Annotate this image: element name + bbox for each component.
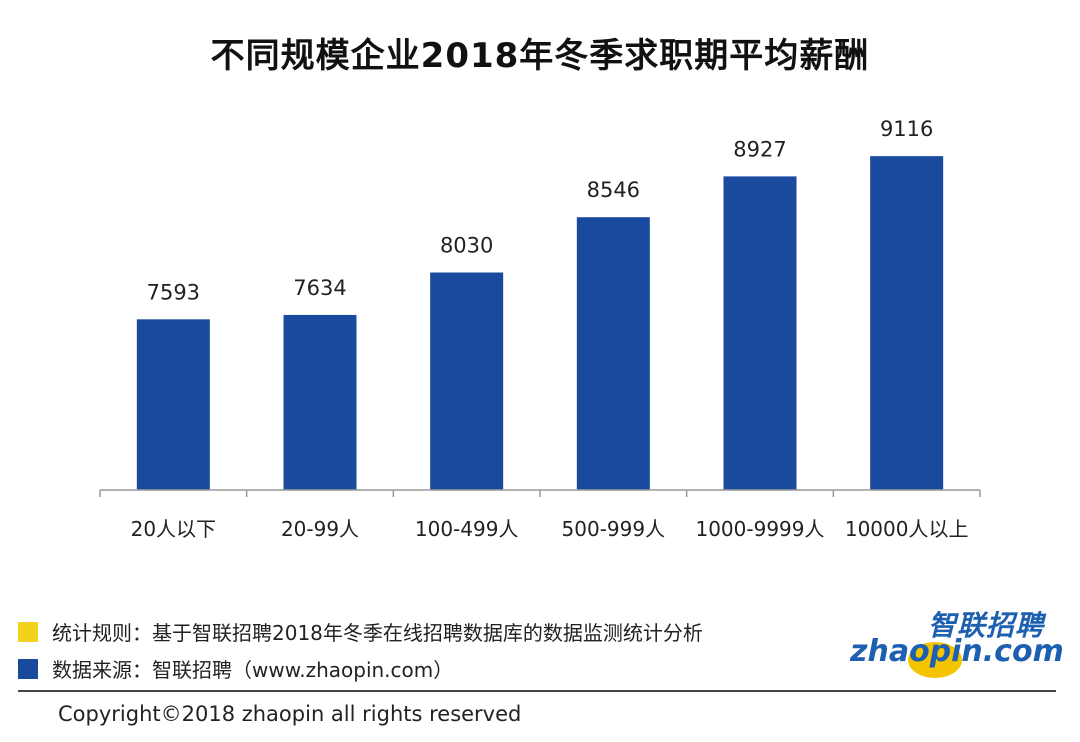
zhaopin-logo: 智联招聘 zhaopin.com [850,604,1064,680]
x-tick-label: 20-99人 [281,517,359,541]
x-tick-label: 500-999人 [562,517,666,541]
bar [576,217,650,490]
legend-source-swatch [18,658,38,679]
bar-chart: 7593 7634 8030 8546 8927 9116 20人以下 20-99人 100-… [99,117,981,541]
bar [430,272,504,490]
legend-source-text: 数据来源：智联招聘（www.zhaopin.com） [52,658,454,682]
bar-data-label: 8030 [440,234,493,258]
legend-source: 数据来源：智联招聘（www.zhaopin.com） [18,654,453,683]
legend-rule: 统计规则：基于智联招聘2018年冬季在线招聘数据库的数据监测统计分析 [18,617,703,646]
x-tick-label: 10000人以上 [845,517,969,541]
data-labels-layer: 7593 7634 8030 8546 8927 9116 [147,117,934,304]
bar [870,156,944,490]
x-tick-label: 1000-9999人 [695,517,824,541]
logo-yellow-dot [908,642,962,678]
bar-data-label: 8927 [733,137,786,161]
bar-data-label: 9116 [880,117,933,141]
x-tick-label: 20人以下 [131,517,216,541]
legend-rule-text: 统计规则：基于智联招聘2018年冬季在线招聘数据库的数据监测统计分析 [52,621,703,645]
x-tick-label: 100-499人 [415,517,519,541]
x-tick-marks-layer [99,490,981,497]
bars-layer [136,156,944,490]
x-tick-labels-layer: 20人以下 20-99人 100-499人 500-999人 1000-9999人 100… [131,517,969,541]
bar-data-label: 7593 [147,280,200,304]
bar [283,314,357,490]
footer-divider [18,690,1056,692]
logo-cn-text: 智联招聘 [927,609,1044,642]
bar-data-label: 8546 [587,178,640,202]
bar-data-label: 7634 [293,276,346,300]
chart-title: 不同规模企业2018年冬季求职期平均薪酬 [210,36,870,76]
copyright-text: Copyright©2018 zhaopin all rights reserv… [58,702,522,726]
bar [136,319,210,490]
logo-en-text: zhaopin.com [850,634,1064,669]
legend-rule-swatch [18,621,38,642]
bar [723,176,797,490]
